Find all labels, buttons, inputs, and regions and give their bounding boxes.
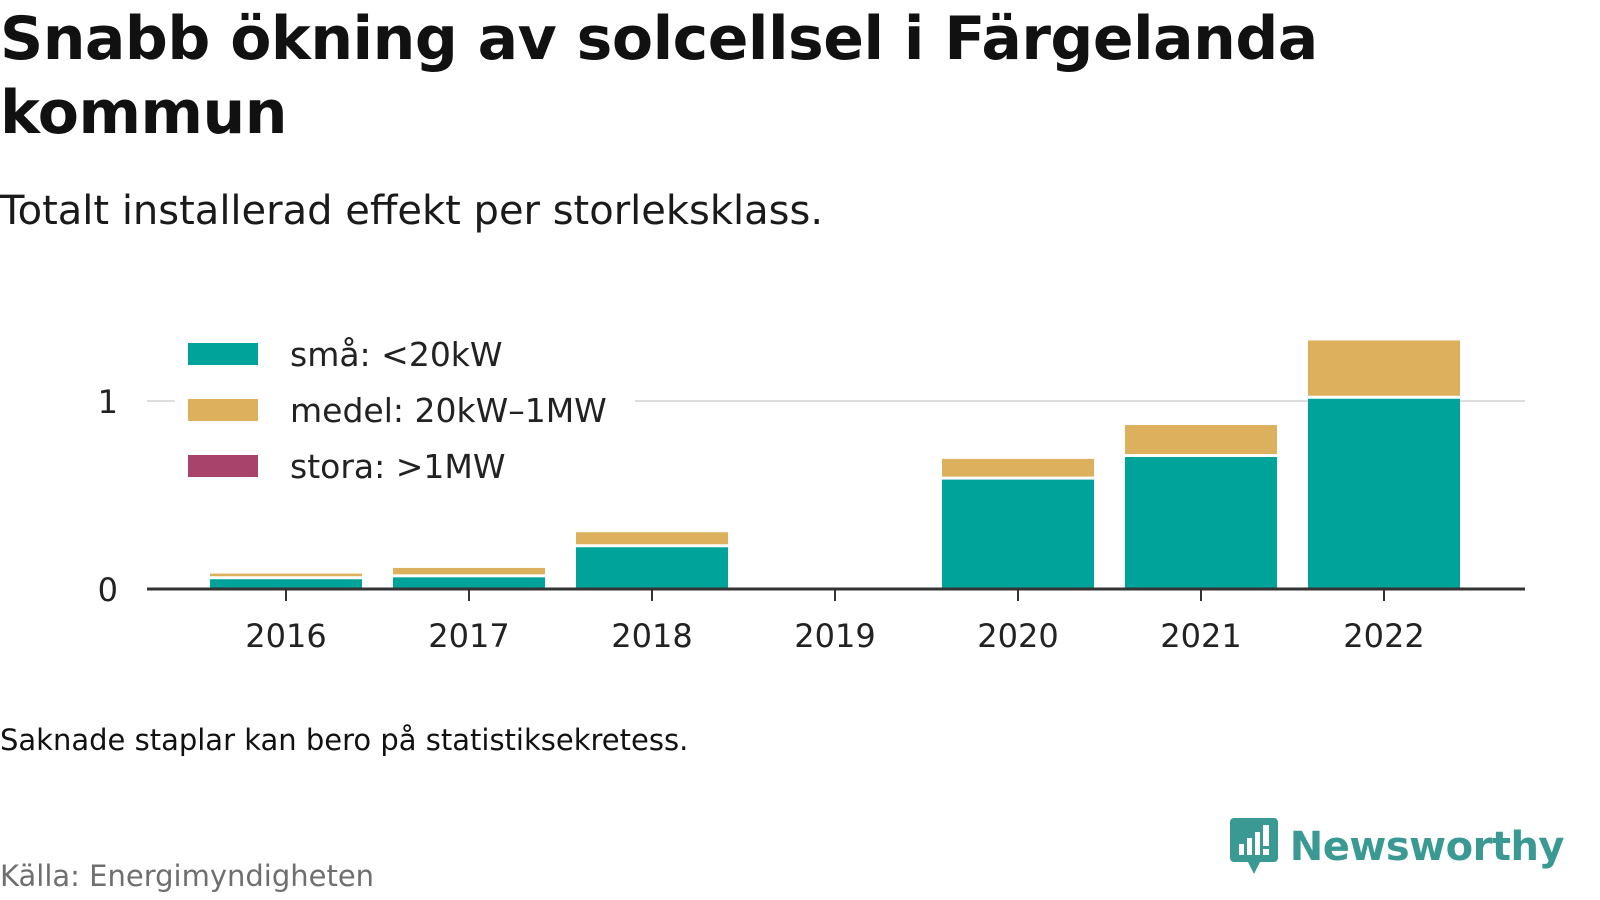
y-tick-label: 1: [98, 383, 118, 421]
footnote: Saknade staplar kan bero på statistiksek…: [0, 723, 689, 757]
bar-segment: [942, 479, 1094, 589]
legend-label: medel: 20kW–1MW: [290, 391, 607, 430]
x-tick-label: 2019: [794, 617, 875, 655]
bar-segment: [1125, 457, 1277, 589]
y-tick-label: 0: [98, 571, 118, 609]
chart-subtitle: Totalt installerad effekt per storlekskl…: [0, 188, 824, 234]
x-tick-label: 2017: [428, 617, 509, 655]
bar-segment: [393, 577, 545, 589]
bar-segment: [576, 547, 728, 589]
legend-swatch: [188, 455, 258, 477]
bar-segment: [1308, 398, 1460, 589]
source-credit: Källa: Energimyndigheten: [0, 859, 375, 893]
bar-segment: [1125, 425, 1277, 455]
brand-name: Newsworthy: [1289, 824, 1565, 870]
x-tick-label: 2016: [245, 617, 326, 655]
x-tick-label: 2022: [1343, 617, 1424, 655]
brand-logo: Newsworthy: [1229, 818, 1565, 876]
x-tick-label: 2020: [977, 617, 1058, 655]
bar-segment: [210, 573, 362, 577]
bar-segment: [393, 567, 545, 575]
legend-label: stora: >1MW: [290, 447, 505, 486]
chart-title: Snabb ökning av solcellsel i Färgelanda …: [0, 4, 1318, 148]
bar-segment: [1308, 340, 1460, 396]
bar-segment: [942, 458, 1094, 477]
bar-chart: 0 1 2016 2017 2018 2019 2020 2021 2022 små: <20k…: [98, 326, 1525, 655]
x-tick-label: 2021: [1160, 617, 1241, 655]
x-tick-label: 2018: [611, 617, 692, 655]
legend-swatch: [188, 343, 258, 365]
bar-segment: [576, 532, 728, 545]
bar-segment: [210, 579, 362, 589]
legend-label: små: <20kW: [290, 335, 503, 374]
newsworthy-logo-icon: [1229, 818, 1278, 874]
legend-swatch: [188, 399, 258, 421]
